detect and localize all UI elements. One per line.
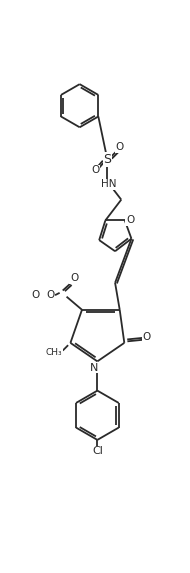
Text: O: O xyxy=(126,215,134,225)
Text: O: O xyxy=(142,332,151,342)
Text: HN: HN xyxy=(101,179,117,189)
Text: CH₃: CH₃ xyxy=(45,348,62,356)
Text: O: O xyxy=(116,142,124,152)
Text: O: O xyxy=(70,273,78,283)
Text: O: O xyxy=(91,166,99,175)
Text: O: O xyxy=(31,290,39,300)
Text: Cl: Cl xyxy=(92,446,103,457)
Text: S: S xyxy=(103,153,111,166)
Text: O: O xyxy=(46,290,55,300)
Text: N: N xyxy=(90,363,98,372)
